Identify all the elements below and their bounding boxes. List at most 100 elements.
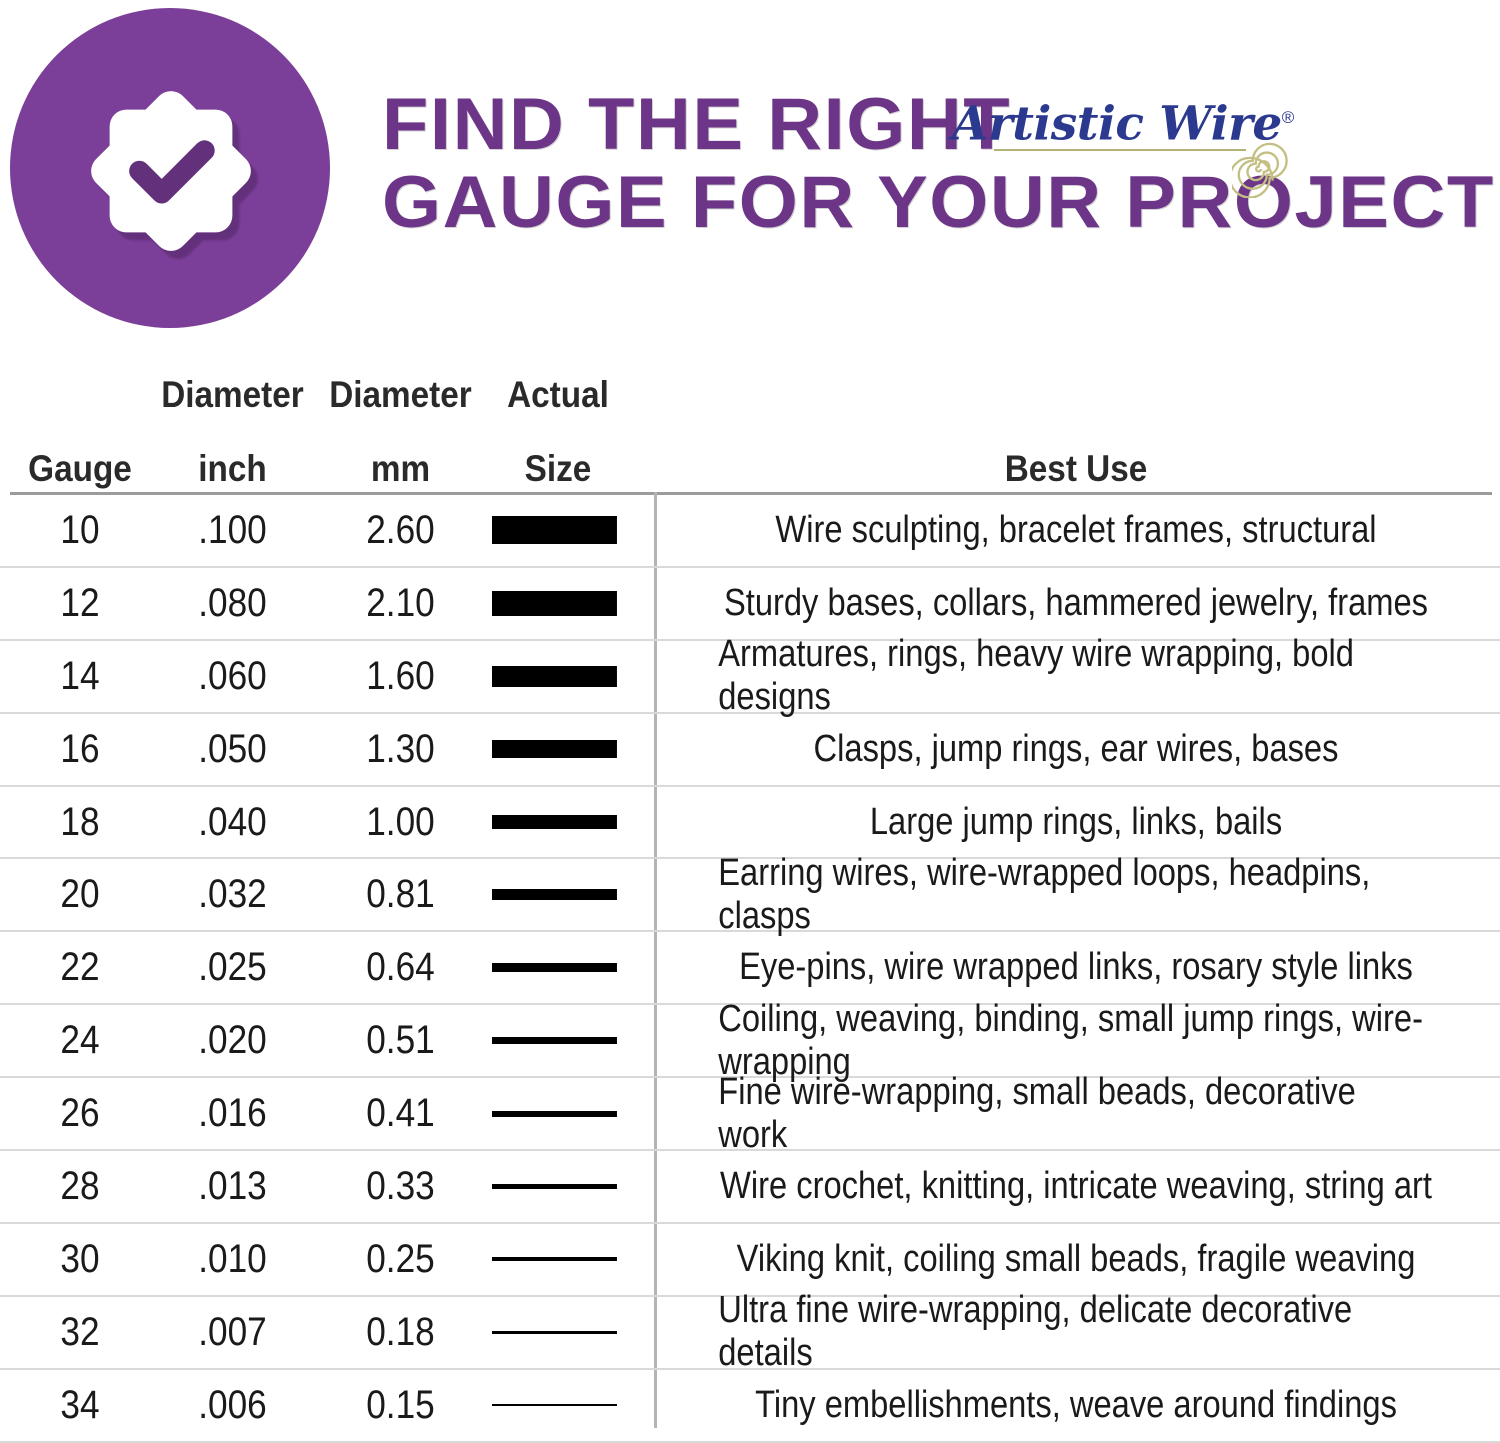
table-row: 22 .025 0.64 Eye-pins, wire wrapped links, … (0, 932, 1500, 1006)
brand-name: Artistic Wire® (952, 92, 1294, 151)
cell-diameter-mm: 0.51 (366, 1018, 435, 1063)
cell-best-use: Wire sculpting, bracelet frames, structu… (775, 508, 1377, 551)
spiral-icon (1232, 142, 1288, 198)
cell-actual-size (492, 1005, 624, 1076)
cell-diameter-inch: .050 (198, 726, 267, 771)
page-title: FIND THE RIGHT GAUGE FOR YOUR PROJECT (382, 86, 1493, 242)
table-row: 20 .032 0.81 Earring wires, wire-wrapped lo… (0, 851, 1500, 937)
cell-diameter-inch: .032 (198, 872, 267, 917)
header-gauge: Gauge (28, 448, 132, 489)
header-actual-size: Size (524, 448, 592, 489)
cell-diameter-mm: 1.30 (366, 726, 435, 771)
cell-actual-size (492, 1151, 624, 1222)
wire-thickness-bar (492, 963, 617, 973)
cell-actual-size (492, 859, 624, 930)
cell-best-use: Tiny embellishments, weave around findin… (755, 1383, 1397, 1426)
wire-thickness-bar (492, 516, 617, 545)
table-header-bottom-row: Gauge inch mm Size Best Use (0, 448, 1500, 494)
cell-actual-size (492, 1297, 624, 1368)
artistic-wire-logo: Artistic Wire® (952, 92, 1294, 202)
title-line-1: FIND THE RIGHT (382, 84, 1012, 165)
cell-diameter-mm: 1.00 (366, 799, 435, 844)
cell-best-use: Sturdy bases, collars, hammered jewelry,… (723, 581, 1429, 624)
header-diameter-mm: mm (370, 448, 431, 489)
cell-best-use: Wire crochet, knitting, intricate weavin… (720, 1164, 1432, 1207)
cell-best-use: Earring wires, wire-wrapped loops, headp… (718, 851, 1371, 937)
cell-actual-size (492, 1078, 624, 1149)
cell-diameter-inch: .016 (198, 1091, 267, 1136)
wire-thickness-bar (492, 1110, 617, 1117)
header-diameter-inch-top: Diameter (161, 374, 304, 415)
cell-actual-size (492, 495, 624, 566)
cell-gauge: 34 (60, 1382, 100, 1427)
cell-best-use: Fine wire-wrapping, small beads, decorat… (718, 1070, 1356, 1156)
cell-diameter-mm: 0.15 (366, 1382, 435, 1427)
check-badge-star (78, 78, 264, 264)
cell-diameter-inch: .080 (198, 580, 267, 625)
registered-trademark-icon: ® (1281, 108, 1295, 127)
cell-gauge: 30 (60, 1236, 100, 1281)
cell-diameter-mm: 1.60 (366, 653, 435, 698)
wire-thickness-bar (492, 889, 617, 901)
cell-best-use: Eye-pins, wire wrapped links, rosary sty… (739, 946, 1413, 989)
cell-diameter-mm: 0.18 (366, 1309, 435, 1354)
cell-actual-size (492, 787, 624, 858)
cell-actual-size (492, 1370, 624, 1441)
table-row: 28 .013 0.33 Wire crochet, knitting, intric… (0, 1151, 1500, 1224)
table-row: 34 .006 0.15 Tiny embellishments, weave aro… (0, 1370, 1500, 1443)
wire-thickness-bar (492, 1330, 617, 1334)
wire-thickness-bar (492, 1183, 617, 1189)
header-diameter-mm-top: Diameter (329, 374, 472, 415)
cell-best-use: Armatures, rings, heavy wire wrapping, b… (718, 633, 1354, 719)
wire-thickness-bar (492, 1037, 617, 1045)
brand-underline (994, 149, 1246, 151)
cell-diameter-inch: .010 (198, 1236, 267, 1281)
cell-best-use: Large jump rings, links, bails (869, 800, 1283, 843)
cell-diameter-inch: .025 (198, 945, 267, 990)
cell-diameter-inch: .007 (198, 1309, 267, 1354)
table-row: 30 .010 0.25 Viking knit, coiling small bea… (0, 1224, 1500, 1297)
table-row: 24 .020 0.51 Coiling, weaving, binding, sma… (0, 997, 1500, 1083)
cell-diameter-inch: .100 (198, 507, 267, 552)
cell-actual-size (492, 568, 624, 639)
cell-gauge: 26 (60, 1091, 100, 1136)
header-banner: FIND THE RIGHT GAUGE FOR YOUR PROJECT Ar… (0, 0, 1500, 340)
wire-thickness-bar (492, 1404, 617, 1407)
cell-gauge: 18 (60, 799, 100, 844)
cell-gauge: 14 (60, 653, 100, 698)
cell-gauge: 16 (60, 726, 100, 771)
cell-diameter-inch: .006 (198, 1382, 267, 1427)
cell-diameter-mm: 0.81 (366, 872, 435, 917)
table-row: 32 .007 0.18 Ultra fine wire-wrapping, deli… (0, 1289, 1500, 1374)
cell-diameter-mm: 0.33 (366, 1163, 435, 1208)
cell-diameter-inch: .040 (198, 799, 267, 844)
cell-gauge: 28 (60, 1163, 100, 1208)
cell-diameter-mm: 0.41 (366, 1091, 435, 1136)
cell-gauge: 24 (60, 1018, 100, 1063)
cell-gauge: 22 (60, 945, 100, 990)
table-row: 12 .080 2.10 Sturdy bases, collars, hammere… (0, 568, 1500, 641)
cell-diameter-mm: 2.60 (366, 507, 435, 552)
cell-actual-size (492, 932, 624, 1003)
cell-diameter-mm: 0.25 (366, 1236, 435, 1281)
brand-name-text: Artistic Wire (952, 96, 1282, 152)
cell-gauge: 10 (60, 507, 100, 552)
cell-diameter-mm: 0.64 (366, 945, 435, 990)
table-row: 10 .100 2.60 Wire sculpting, bracelet frame… (0, 495, 1500, 568)
cell-diameter-inch: .013 (198, 1163, 267, 1208)
table-row: 26 .016 0.41 Fine wire-wrapping, small bead… (0, 1070, 1500, 1156)
header-separator-line (10, 492, 1492, 495)
table-row: 14 .060 1.60 Armatures, rings, heavy wire w… (0, 633, 1500, 719)
column-divider-line (654, 492, 657, 1428)
table-row: 18 .040 1.00 Large jump rings, links, bails (0, 787, 1500, 860)
cell-actual-size (492, 714, 624, 785)
cell-actual-size (492, 641, 624, 712)
cell-diameter-inch: .060 (198, 653, 267, 698)
header-actual-size-top: Actual (507, 374, 609, 415)
title-line-2: GAUGE FOR YOUR PROJECT (382, 162, 1495, 243)
table-row: 16 .050 1.30 Clasps, jump rings, ear wires,… (0, 714, 1500, 787)
wire-thickness-bar (492, 665, 617, 687)
cell-best-use: Coiling, weaving, binding, small jump ri… (718, 997, 1423, 1083)
wire-thickness-bar (492, 590, 617, 616)
cell-gauge: 12 (60, 580, 100, 625)
